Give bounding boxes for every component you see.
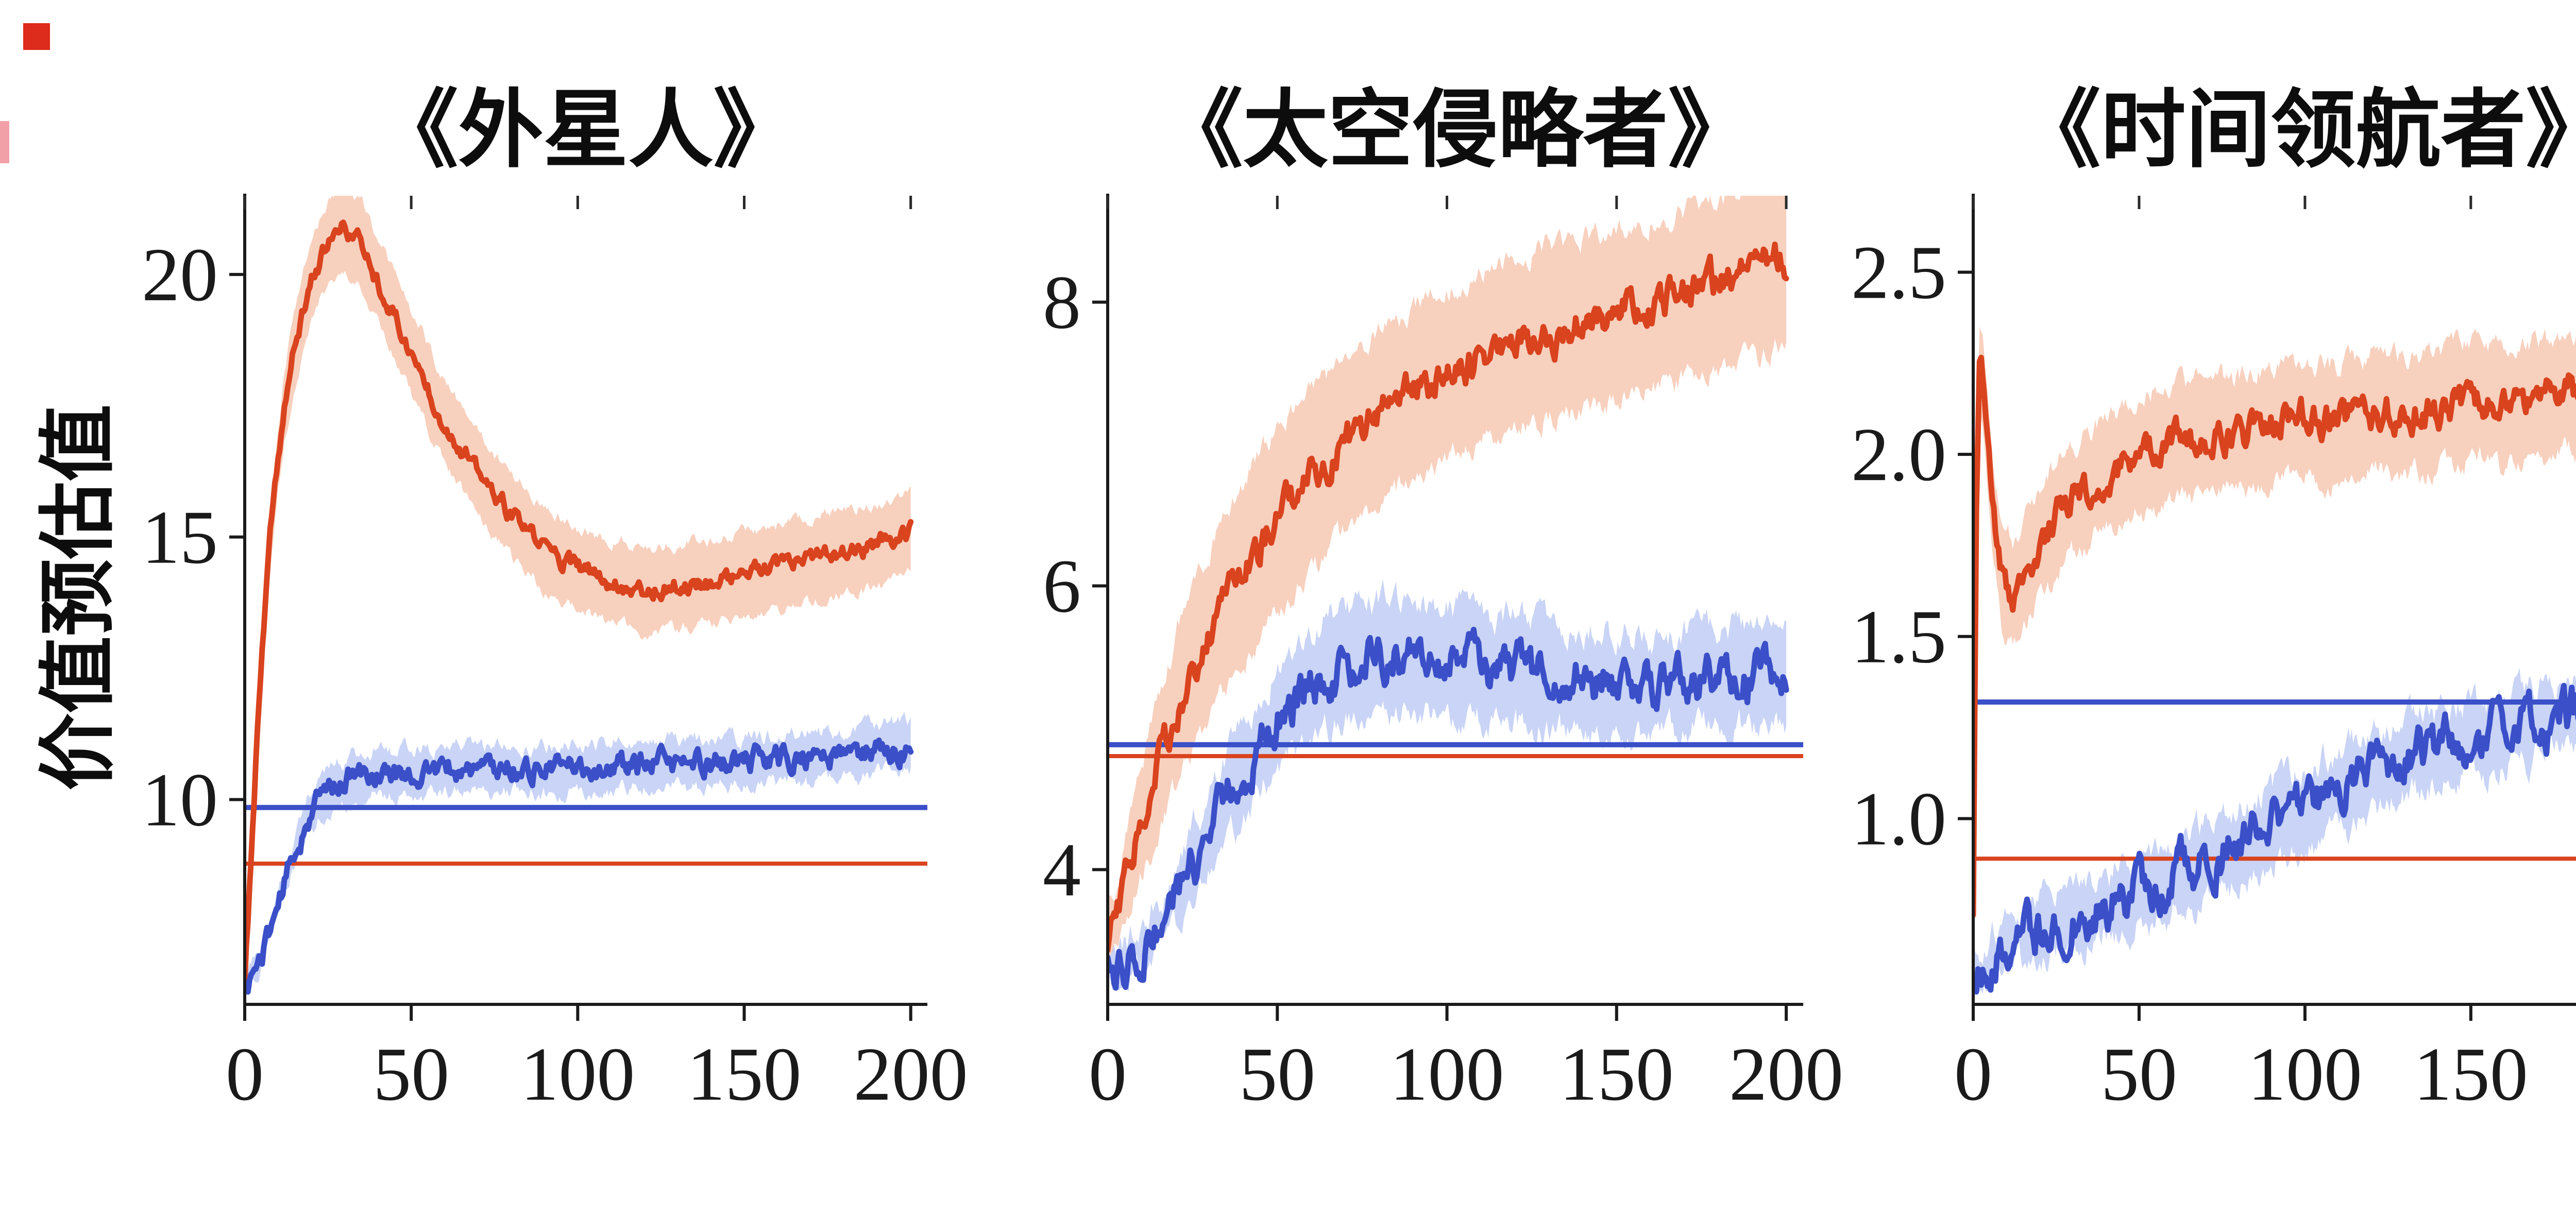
scan-artifact-red xyxy=(23,23,50,50)
x-tick-label: 50 xyxy=(373,1032,449,1117)
subplot-1: 0 50 100 150 200 4 6 8 xyxy=(1043,194,1843,1117)
y-axis-label: 价值预估值 xyxy=(36,404,122,791)
x-tick-label: 50 xyxy=(2101,1032,2177,1117)
y-tick-label: 6 xyxy=(1043,544,1081,628)
dqn_estimate-band xyxy=(1108,196,1787,965)
x-tick-label: 100 xyxy=(1390,1032,1504,1117)
dqn_estimate-curve xyxy=(1108,241,1789,953)
dqn_estimate-curve xyxy=(245,219,914,986)
y-tick-label: 15 xyxy=(142,495,218,580)
y-tick-label: 8 xyxy=(1043,261,1081,345)
double_dqn_estimate-curve xyxy=(245,737,914,995)
y-tick-label: 20 xyxy=(142,233,218,317)
x-tick-label: 0 xyxy=(1954,1032,1992,1117)
double_dqn_estimate-band xyxy=(1973,668,2576,994)
y-tick-label: 2.5 xyxy=(1851,231,1946,315)
dqn_estimate-band xyxy=(245,196,911,998)
subplot-title-alien: 《外星人》 xyxy=(373,83,799,178)
x-tick-label: 50 xyxy=(1239,1032,1315,1117)
x-tick-label: 150 xyxy=(687,1032,802,1117)
subplot-title-space-invaders: 《太空侵略者》 xyxy=(1158,83,1753,178)
x-tick-label: 200 xyxy=(854,1032,968,1117)
y-tick-label: 1.5 xyxy=(1851,595,1946,679)
x-tick-label: 0 xyxy=(1089,1032,1127,1117)
x-tick-label: 150 xyxy=(1560,1032,1674,1117)
x-tick-label: 100 xyxy=(520,1032,635,1117)
x-tick-label: 100 xyxy=(2248,1032,2362,1117)
subplot-title-time-pilot: 《时间领航者》 xyxy=(2015,83,2576,178)
dqn_estimate-curve xyxy=(1973,354,2576,918)
double_dqn_estimate-curve xyxy=(1973,682,2576,995)
scan-artifact-pink xyxy=(0,121,9,163)
y-tick-label: 4 xyxy=(1043,828,1081,912)
x-tick-label: 0 xyxy=(226,1032,264,1117)
subplot-0: 0 50 100 150 200 10 15 20 xyxy=(142,194,968,1117)
y-tick-label: 10 xyxy=(142,758,218,842)
y-tick-label: 2.0 xyxy=(1851,413,1946,497)
y-tick-label: 1.0 xyxy=(1851,777,1946,861)
double_dqn_estimate-curve xyxy=(1108,626,1789,991)
dqn_estimate-band xyxy=(1973,327,2576,955)
x-tick-label: 200 xyxy=(1729,1032,1843,1117)
x-tick-label: 150 xyxy=(2414,1032,2528,1117)
